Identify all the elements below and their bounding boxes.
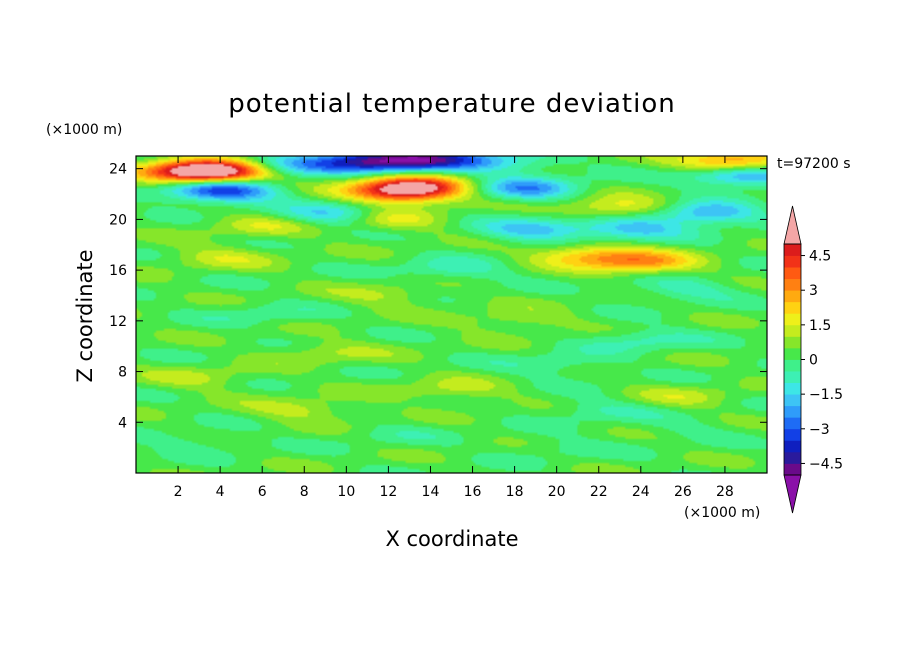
colorbar-swatch [784,278,801,291]
colorbar-swatch [784,347,801,360]
colorbar-tick-label: −3 [809,422,830,438]
colorbar-swatch [784,290,801,303]
time-label: t=97200 s [777,156,851,172]
colorbar-over-triangle [783,205,802,245]
colorbar-swatch [784,336,801,349]
colorbar-tick-label: −1.5 [809,387,843,403]
x-axis-ticks: 2 4 6 8 10 12 14 16 18 20 22 24 26 28 [174,156,734,500]
colorbar-tick-label: 1.5 [809,318,831,334]
x-tick-label: 18 [506,484,524,500]
x-tick-label: 14 [422,484,440,500]
colorbar-swatch [784,382,801,395]
x-tick-label: 6 [258,484,267,500]
x-tick-label: 26 [674,484,692,500]
contour-field [136,156,767,473]
x-tick-label: 2 [174,484,183,500]
plot-frame [135,155,768,474]
x-tick-label: 12 [379,484,397,500]
x-tick-label: 28 [716,484,734,500]
colorbar-tick-label: 0 [809,353,818,369]
colorbar-under-triangle [783,474,802,514]
x-tick-label: 24 [632,484,650,500]
colorbar-tick-label: 3 [809,283,818,299]
colorbar-swatch [784,255,801,268]
x-tick-label: 16 [464,484,482,500]
colorbar-swatch [784,417,801,430]
y-axis-ticks: 4 8 12 16 20 24 [109,162,767,431]
y-tick-label: 12 [109,314,127,330]
x-tick-label: 8 [300,484,309,500]
y-tick-label: 24 [109,162,127,178]
colorbar-swatch [784,301,801,314]
colorbar-swatch [784,324,801,337]
x-tick-label: 4 [216,484,225,500]
colorbar: 4.5 3 1.5 0 −1.5 −3 −4.5 [783,205,843,514]
colorbar-swatch [784,405,801,418]
colorbar-tick-label: −4.5 [809,456,843,472]
x-tick-label: 10 [337,484,355,500]
x-tick-label: 20 [548,484,566,500]
x-axis-title: X coordinate [385,527,518,551]
colorbar-swatch [784,428,801,441]
colorbar-swatch [784,451,801,464]
y-tick-label: 4 [118,415,127,431]
y-tick-label: 16 [109,263,127,279]
y-tick-label: 20 [109,212,127,228]
colorbar-swatch [784,267,801,280]
x-unit-label: (×1000 m) [684,505,760,521]
colorbar-tick-label: 4.5 [809,249,831,265]
colorbar-swatch [784,440,801,453]
colorbar-swatch [784,371,801,383]
colorbar-swatch [784,463,801,476]
y-unit-label: (×1000 m) [46,122,122,138]
colorbar-swatch [784,394,801,407]
colorbar-swatch [784,313,801,326]
x-tick-label: 22 [590,484,608,500]
colorbar-swatch [784,244,801,256]
y-axis-title: Z coordinate [73,249,97,382]
chart-title: potential temperature deviation [228,89,675,119]
colorbar-swatch [784,359,801,372]
y-tick-label: 8 [118,365,127,381]
